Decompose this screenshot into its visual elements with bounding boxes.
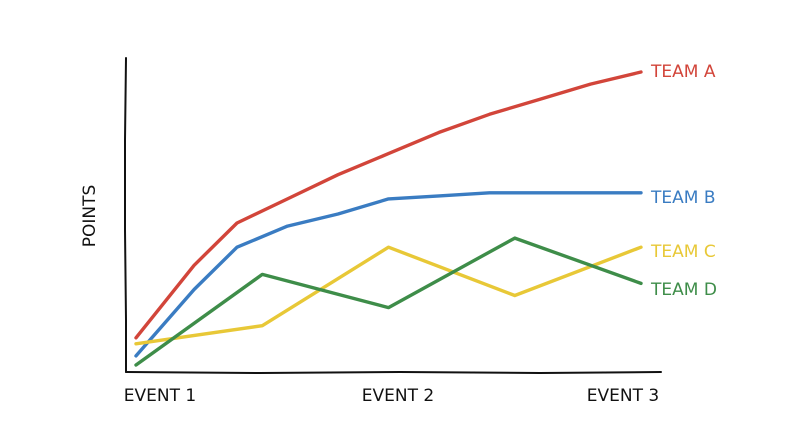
chart-axes [124,57,662,375]
series-label-team-a: TEAM A [650,62,716,82]
x-tick-labels: EVENT 1 EVENT 2 EVENT 3 [124,386,659,406]
series-label-team-d: TEAM D [650,280,717,300]
series-labels: TEAM A TEAM B TEAM C TEAM D [650,62,717,300]
x-tick-label: EVENT 1 [124,386,196,406]
y-axis [124,57,127,373]
series-line-team-c [134,245,643,346]
series-line-team-b [134,191,643,358]
series-line-team-d [134,236,643,367]
series-line-team-a [134,70,643,340]
series-label-team-b: TEAM B [650,188,716,208]
series-lines [134,70,643,367]
series-label-team-c: TEAM C [650,242,716,262]
x-tick-label: EVENT 2 [362,386,434,406]
x-tick-label: EVENT 3 [587,386,659,406]
y-axis-label: POINTS [80,185,100,248]
x-axis [125,370,662,375]
